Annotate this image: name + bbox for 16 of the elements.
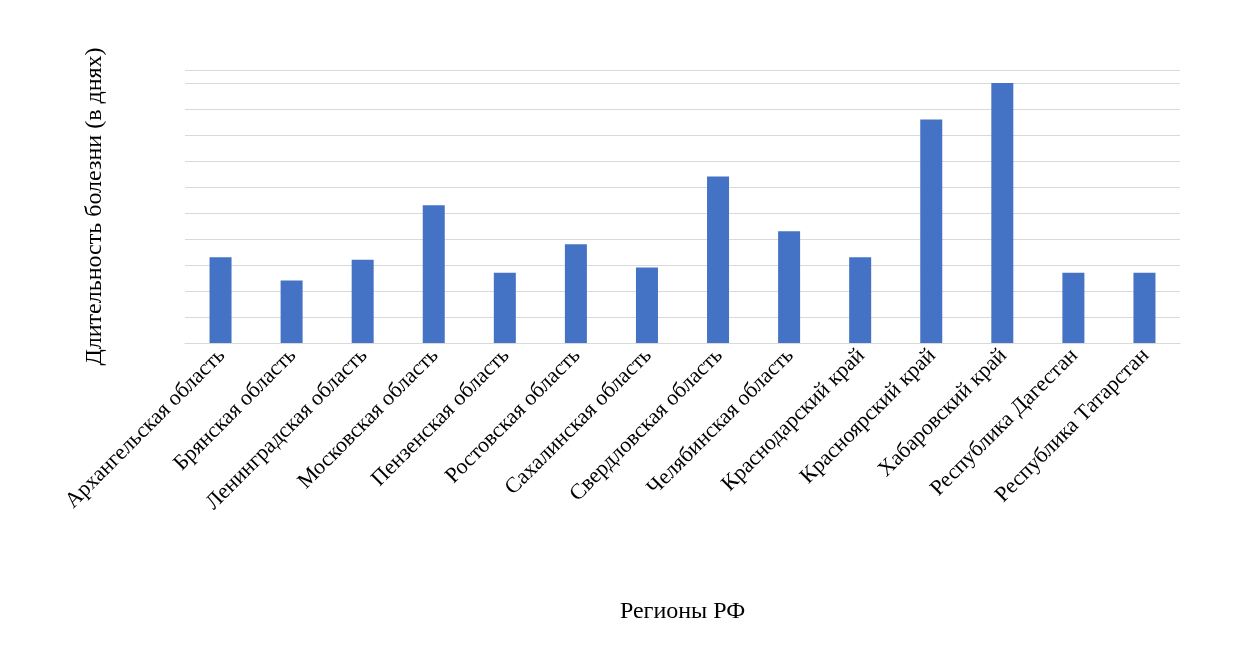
bar <box>280 280 303 343</box>
bar <box>493 272 516 343</box>
bar <box>920 119 943 343</box>
y-axis-title: Длительность болезни (в днях) <box>80 47 106 366</box>
bar <box>635 267 658 343</box>
x-axis-title: Регионы РФ <box>619 597 746 623</box>
bar <box>1133 272 1156 343</box>
bar <box>422 205 445 343</box>
bar <box>351 259 374 343</box>
bar <box>778 231 801 343</box>
bar <box>209 257 232 343</box>
bar <box>849 257 872 343</box>
bar <box>991 83 1014 343</box>
bar <box>564 244 587 343</box>
bar <box>1062 272 1085 343</box>
bar <box>707 176 730 343</box>
